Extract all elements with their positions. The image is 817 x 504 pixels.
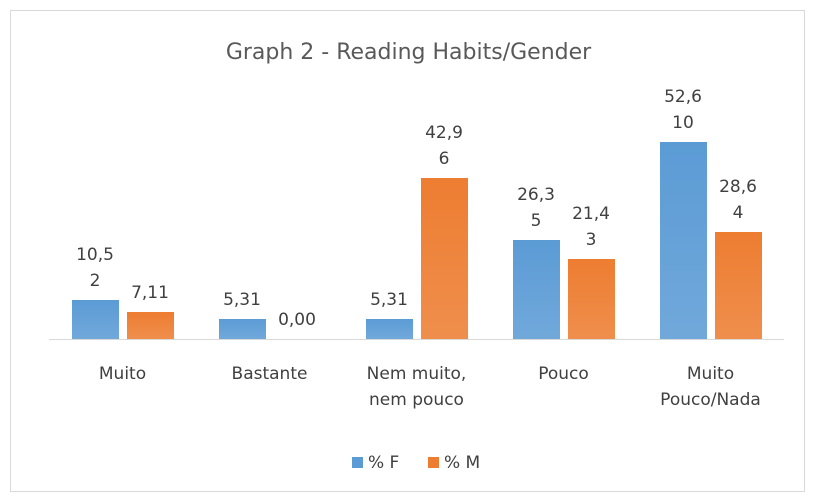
value-label: 42,96 bbox=[425, 123, 463, 170]
x-axis bbox=[49, 339, 784, 340]
bar bbox=[659, 141, 707, 339]
bar bbox=[567, 258, 615, 339]
value-label: 21,43 bbox=[572, 203, 610, 250]
value-label: 52,610 bbox=[664, 86, 702, 133]
legend-label: % M bbox=[444, 453, 481, 473]
value-label: 7,11 bbox=[131, 283, 169, 304]
legend-swatch bbox=[428, 457, 439, 468]
bar bbox=[218, 319, 266, 339]
chart-frame bbox=[10, 10, 805, 492]
bar bbox=[71, 299, 119, 339]
legend-label: % F bbox=[368, 453, 400, 473]
value-label: 28,64 bbox=[719, 176, 757, 223]
x-tick-label: Nem muito, nem pouco bbox=[366, 364, 467, 410]
value-label: 5,31 bbox=[223, 290, 261, 311]
value-label: 5,31 bbox=[370, 290, 408, 311]
value-label: 10,52 bbox=[76, 244, 114, 291]
x-tick-label: Muito bbox=[98, 364, 147, 384]
legend-swatch bbox=[352, 457, 363, 468]
bar bbox=[512, 240, 560, 339]
chart-title: Graph 2 - Reading Habits/Gender bbox=[225, 40, 592, 65]
x-tick-label: Pouco bbox=[538, 364, 589, 384]
bar bbox=[126, 312, 174, 339]
bar bbox=[420, 178, 468, 339]
x-tick-label: Muito Pouco/Nada bbox=[660, 364, 761, 410]
bar bbox=[365, 319, 413, 339]
value-label: 0,00 bbox=[278, 310, 316, 330]
value-label: 26,35 bbox=[517, 185, 555, 232]
bar bbox=[714, 231, 762, 339]
x-tick-label: Bastante bbox=[231, 364, 308, 384]
